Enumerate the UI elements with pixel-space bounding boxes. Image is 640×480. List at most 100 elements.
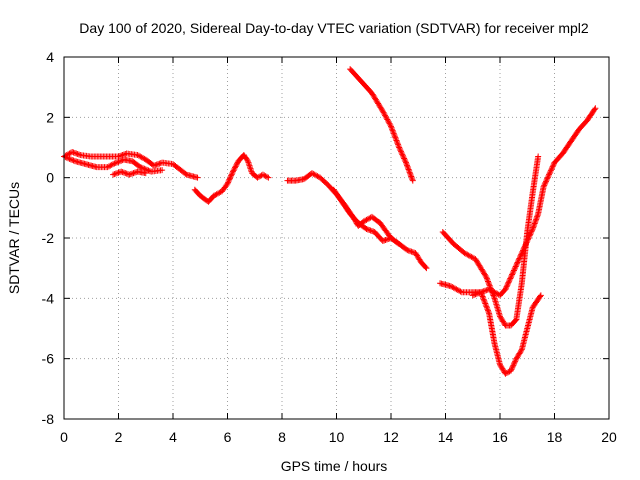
data-point — [524, 236, 531, 243]
data-point — [232, 163, 239, 170]
data-point — [233, 162, 240, 169]
data-point — [398, 149, 405, 156]
data-point — [114, 159, 121, 166]
data-point — [136, 163, 143, 170]
data-point — [395, 143, 402, 150]
data-point — [523, 240, 530, 247]
data-point — [409, 249, 416, 256]
data-point — [481, 299, 488, 306]
data-point — [396, 145, 403, 152]
data-point — [423, 265, 430, 272]
data-point — [537, 292, 544, 299]
data-point — [405, 166, 412, 173]
data-point — [407, 170, 414, 177]
data-point — [393, 137, 400, 144]
data-point — [155, 161, 162, 168]
series-arc-10 — [469, 105, 599, 299]
data-point — [380, 109, 387, 116]
data-point — [541, 181, 548, 188]
data-point — [409, 176, 416, 183]
data-point — [224, 180, 231, 187]
data-point — [394, 140, 401, 147]
data-point — [142, 170, 149, 177]
data-point — [483, 304, 490, 311]
x-tick-label: 4 — [169, 429, 177, 445]
data-point — [247, 165, 254, 172]
data-point — [231, 164, 238, 171]
data-point — [69, 149, 76, 156]
data-point — [111, 160, 118, 167]
data-point — [509, 365, 516, 372]
data-point — [127, 171, 134, 178]
data-point — [395, 141, 402, 148]
data-point — [399, 151, 406, 158]
data-point — [114, 170, 121, 177]
series-arc-4 — [191, 152, 272, 205]
data-point — [547, 168, 554, 175]
data-point — [228, 172, 235, 179]
data-point — [152, 162, 159, 169]
data-point — [264, 173, 271, 180]
data-point — [126, 171, 133, 178]
data-point — [225, 179, 232, 186]
data-point — [521, 243, 528, 250]
data-point — [472, 291, 479, 298]
data-point — [471, 291, 478, 298]
series-arc-6 — [330, 186, 430, 272]
data-point — [367, 227, 374, 234]
data-point — [385, 117, 392, 124]
data-point — [520, 247, 527, 254]
data-point — [115, 153, 122, 160]
data-point — [512, 264, 519, 271]
data-point — [182, 170, 189, 177]
series-arc-5 — [284, 170, 403, 248]
data-point — [482, 300, 489, 307]
data-point — [486, 282, 493, 289]
data-point — [388, 124, 395, 131]
data-point — [483, 275, 490, 282]
data-point — [66, 155, 73, 162]
data-point — [546, 171, 553, 178]
data-point — [110, 171, 117, 178]
data-point — [129, 170, 136, 177]
data-point — [521, 244, 528, 251]
y-axis-label: SDTVAR / TECUs — [6, 182, 22, 294]
data-point — [408, 248, 415, 255]
data-point — [379, 238, 386, 245]
data-point — [70, 149, 77, 156]
data-point — [545, 172, 552, 179]
data-point — [230, 167, 237, 174]
data-point — [544, 175, 551, 182]
data-point — [406, 169, 413, 176]
data-point — [226, 175, 233, 182]
data-point — [108, 161, 115, 168]
data-point — [130, 170, 137, 177]
data-point — [480, 294, 487, 301]
data-point — [153, 161, 160, 168]
data-point — [262, 173, 269, 180]
data-point — [476, 289, 483, 296]
data-point — [527, 231, 534, 238]
data-point — [485, 279, 492, 286]
data-point — [62, 154, 69, 161]
data-point — [246, 164, 253, 171]
data-point — [469, 292, 476, 299]
data-point — [405, 165, 412, 172]
data-point — [422, 264, 429, 271]
data-point — [398, 148, 405, 155]
data-point — [137, 164, 144, 171]
y-tick-label: 2 — [46, 109, 54, 125]
data-point — [503, 284, 510, 291]
data-point — [387, 122, 394, 129]
data-point — [550, 162, 557, 169]
data-point — [515, 258, 522, 265]
data-point — [265, 174, 272, 181]
y-tick-label: 0 — [46, 170, 54, 186]
data-point — [512, 263, 519, 270]
data-point — [513, 262, 520, 269]
data-point — [503, 283, 510, 290]
data-point — [486, 281, 493, 288]
data-point — [120, 151, 127, 158]
series-arc-9 — [437, 280, 544, 377]
data-point — [526, 233, 533, 240]
